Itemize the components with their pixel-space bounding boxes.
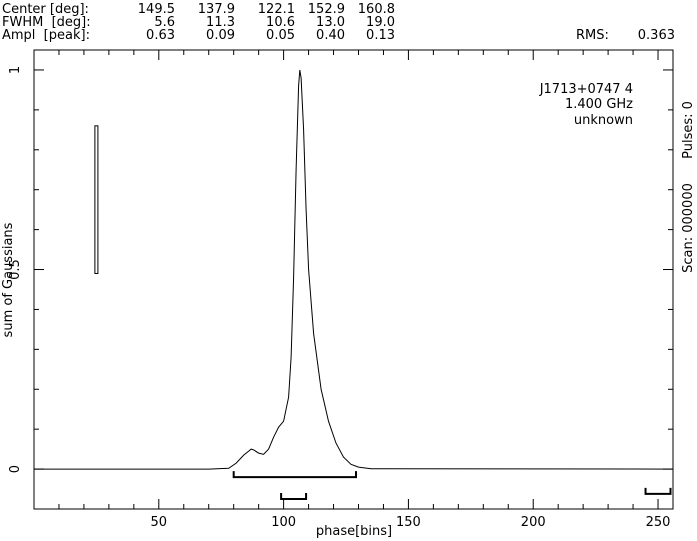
fwhm-value-3: 10.6 bbox=[266, 15, 295, 30]
rms-value: 0.363 bbox=[638, 28, 675, 43]
x-tick-label: 200 bbox=[521, 515, 546, 530]
telescope-label: unknown bbox=[574, 113, 633, 128]
profile-line bbox=[34, 69, 674, 470]
center-row-label: Center [deg]: bbox=[2, 2, 89, 17]
source-name-label: J1713+0747 4 bbox=[539, 82, 633, 97]
center-value-3: 122.1 bbox=[258, 2, 295, 17]
x-tick-label: 100 bbox=[271, 515, 296, 530]
fwhm-value-4: 13.0 bbox=[316, 15, 345, 30]
ampl-value-2: 0.09 bbox=[206, 28, 235, 43]
chart-marks bbox=[34, 69, 674, 501]
y-tick-label: 0 bbox=[8, 465, 23, 473]
center-value-5: 160.8 bbox=[358, 2, 395, 17]
ampl-row-label: Ampl [peak]: bbox=[2, 28, 90, 43]
center-value-1: 149.5 bbox=[138, 2, 175, 17]
scan-label: Scan: 000000 bbox=[681, 183, 696, 273]
y-tick-label: 0.5 bbox=[8, 259, 23, 280]
fwhm-row-label: FWHM [deg]: bbox=[2, 15, 91, 30]
center-value-2: 137.9 bbox=[198, 2, 235, 17]
window-bracket bbox=[644, 487, 672, 495]
x-tick-label: 50 bbox=[151, 515, 168, 530]
rms-label: RMS: bbox=[576, 28, 609, 43]
ampl-value-4: 0.40 bbox=[316, 28, 345, 43]
window-bracket bbox=[232, 471, 357, 479]
ampl-value-1: 0.63 bbox=[146, 28, 175, 43]
plot-frame bbox=[33, 49, 674, 510]
x-tick-label: 250 bbox=[646, 515, 671, 530]
axis-tick-labels: 50 100 150 200 250 0 0.5 1 bbox=[8, 66, 670, 530]
fwhm-value-1: 5.6 bbox=[154, 15, 175, 30]
ampl-value-5: 0.13 bbox=[366, 28, 395, 43]
fwhm-value-5: 19.0 bbox=[366, 15, 395, 30]
center-value-4: 152.9 bbox=[308, 2, 345, 17]
pulses-label: Pulses: 0 bbox=[681, 101, 696, 159]
x-axis-label: phase[bins] bbox=[316, 524, 392, 539]
fit-parameters-header: Center [deg]: 149.5 137.9 122.1 152.9 16… bbox=[2, 2, 675, 43]
y-tick-label: 1 bbox=[8, 66, 23, 74]
fwhm-value-2: 11.3 bbox=[206, 15, 235, 30]
ampl-value-3: 0.05 bbox=[266, 28, 295, 43]
window-bracket bbox=[280, 493, 308, 501]
frequency-label: 1.400 GHz bbox=[565, 97, 633, 112]
x-tick-label: 150 bbox=[396, 515, 421, 530]
y-axis-label: sum of Gaussians bbox=[1, 222, 16, 337]
error-bar bbox=[94, 125, 99, 275]
